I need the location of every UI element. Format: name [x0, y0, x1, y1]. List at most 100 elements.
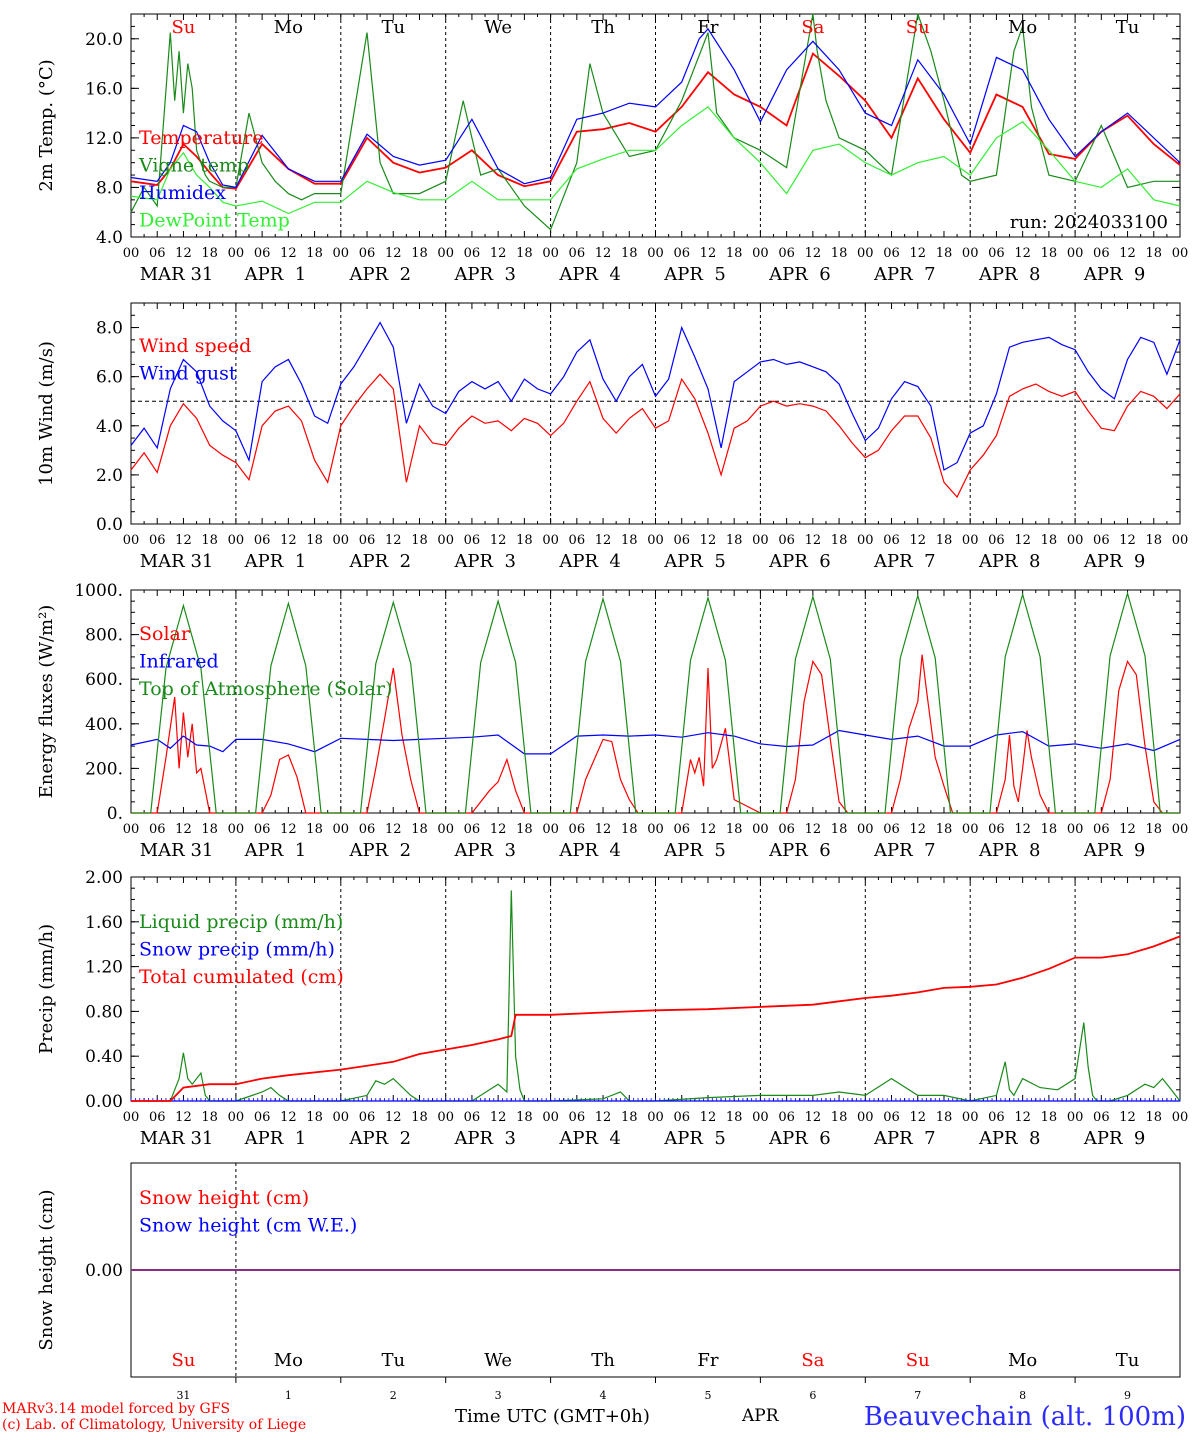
- hour-tick-label: 12: [1119, 1110, 1136, 1125]
- hour-tick-label: 00: [1067, 533, 1084, 548]
- hour-tick-label: 12: [490, 533, 507, 548]
- hour-tick-label: 00: [542, 246, 559, 261]
- date-label: APR 9: [1083, 264, 1146, 285]
- hour-tick-label: 06: [988, 246, 1005, 261]
- hour-tick-label: 06: [464, 1110, 481, 1125]
- hour-tick-label: 18: [1146, 1110, 1163, 1125]
- weekday-label: Fr: [697, 1350, 718, 1371]
- legend-entry: DewPoint Temp: [139, 210, 290, 232]
- hour-tick-label: 18: [1041, 822, 1058, 837]
- hour-tick-label: 06: [988, 822, 1005, 837]
- hour-tick-label: 12: [909, 1110, 926, 1125]
- day-number-label: 6: [809, 1389, 816, 1402]
- lab-credit-text: (c) Lab. of Climatology, University of L…: [2, 1417, 307, 1433]
- hour-tick-label: 18: [936, 533, 953, 548]
- hour-tick-label: 12: [909, 533, 926, 548]
- hour-tick-label: 12: [175, 246, 192, 261]
- day-number-label: 9: [1124, 1389, 1131, 1402]
- hour-tick-label: 18: [1146, 822, 1163, 837]
- hour-tick-label: 12: [700, 533, 717, 548]
- hour-tick-label: 06: [673, 533, 690, 548]
- hour-tick-label: 00: [752, 533, 769, 548]
- hour-tick-label: 06: [569, 533, 586, 548]
- y-tick-label: 1.20: [85, 958, 123, 978]
- hour-tick-label: 12: [805, 1110, 822, 1125]
- date-label: MAR 31: [140, 1128, 214, 1149]
- hour-tick-label: 06: [149, 1110, 166, 1125]
- hour-tick-label: 12: [595, 822, 612, 837]
- hour-tick-label: 00: [333, 822, 350, 837]
- date-label: APR 6: [768, 551, 831, 572]
- y-tick-label: 400.: [85, 715, 123, 735]
- hour-tick-label: 12: [385, 1110, 402, 1125]
- y-tick-label: 8.0: [96, 319, 123, 339]
- hour-tick-label: 18: [306, 1110, 323, 1125]
- y-tick-label: 0.0: [96, 515, 123, 535]
- hour-tick-label: 00: [542, 533, 559, 548]
- hour-tick-label: 12: [595, 1110, 612, 1125]
- y-tick-label: 200.: [85, 759, 123, 779]
- hour-tick-label: 00: [752, 1110, 769, 1125]
- y-axis-label: Precip (mm/h): [36, 924, 57, 1054]
- hour-tick-label: 00: [752, 822, 769, 837]
- hour-tick-label: 06: [778, 533, 795, 548]
- hour-tick-label: 12: [1119, 822, 1136, 837]
- weekday-label: Tu: [381, 1350, 405, 1371]
- weekday-label: Sa: [801, 17, 824, 38]
- hour-tick-label: 12: [280, 246, 297, 261]
- hour-tick-label: 12: [490, 246, 507, 261]
- y-tick-label: 1000.: [74, 581, 123, 601]
- hour-tick-label: 12: [595, 246, 612, 261]
- series-line: [131, 654, 1180, 814]
- weekday-label: Fr: [697, 17, 718, 38]
- weekday-label: Th: [591, 1350, 615, 1371]
- series-line: [130, 729, 1181, 755]
- hour-tick-label: 06: [778, 822, 795, 837]
- hour-tick-label: 00: [333, 1110, 350, 1125]
- series-line: [130, 106, 1181, 215]
- date-label: APR 6: [768, 840, 831, 861]
- date-label: APR 4: [558, 551, 621, 572]
- hour-tick-label: 00: [1172, 246, 1189, 261]
- hour-tick-label: 06: [359, 1110, 376, 1125]
- y-tick-label: 12.0: [85, 129, 123, 149]
- day-number-label: 3: [495, 1389, 502, 1402]
- y-tick-label: 0.80: [85, 1002, 123, 1022]
- hour-tick-label: 12: [1014, 822, 1031, 837]
- hour-tick-label: 00: [1067, 246, 1084, 261]
- hour-tick-label: 00: [857, 822, 874, 837]
- weekday-label: Th: [591, 17, 615, 38]
- date-label: APR 3: [453, 1128, 516, 1149]
- hour-tick-label: 06: [254, 1110, 271, 1125]
- date-label: APR 2: [349, 840, 412, 861]
- hour-tick-label: 00: [123, 246, 140, 261]
- legend-entry: Snow height (cm W.E.): [139, 1215, 357, 1237]
- series-line: [130, 321, 1181, 471]
- hour-tick-label: 06: [569, 1110, 586, 1125]
- weekday-label: We: [484, 1350, 512, 1371]
- hour-tick-label: 06: [149, 246, 166, 261]
- hour-tick-label: 06: [359, 246, 376, 261]
- hour-tick-label: 06: [673, 246, 690, 261]
- month-label: APR: [742, 1406, 779, 1426]
- date-label: APR 1: [244, 840, 307, 861]
- hour-tick-label: 00: [228, 246, 245, 261]
- date-label: APR 2: [349, 264, 412, 285]
- hour-tick-label: 18: [1146, 533, 1163, 548]
- date-label: MAR 31: [140, 264, 214, 285]
- hour-tick-label: 00: [228, 822, 245, 837]
- weekday-label: Mo: [274, 17, 303, 38]
- hour-tick-label: 18: [1146, 246, 1163, 261]
- series-line: [130, 52, 1181, 190]
- hour-tick-label: 18: [306, 822, 323, 837]
- hour-tick-label: 12: [280, 1110, 297, 1125]
- date-label: APR 5: [663, 840, 726, 861]
- series-line: [130, 373, 1181, 499]
- legend-entry: Liquid precip (mm/h): [139, 911, 343, 933]
- hour-tick-label: 18: [831, 246, 848, 261]
- date-label: APR 5: [663, 264, 726, 285]
- y-tick-label: 20.0: [85, 30, 123, 50]
- weekday-label: Tu: [1116, 17, 1140, 38]
- hour-tick-label: 18: [201, 246, 218, 261]
